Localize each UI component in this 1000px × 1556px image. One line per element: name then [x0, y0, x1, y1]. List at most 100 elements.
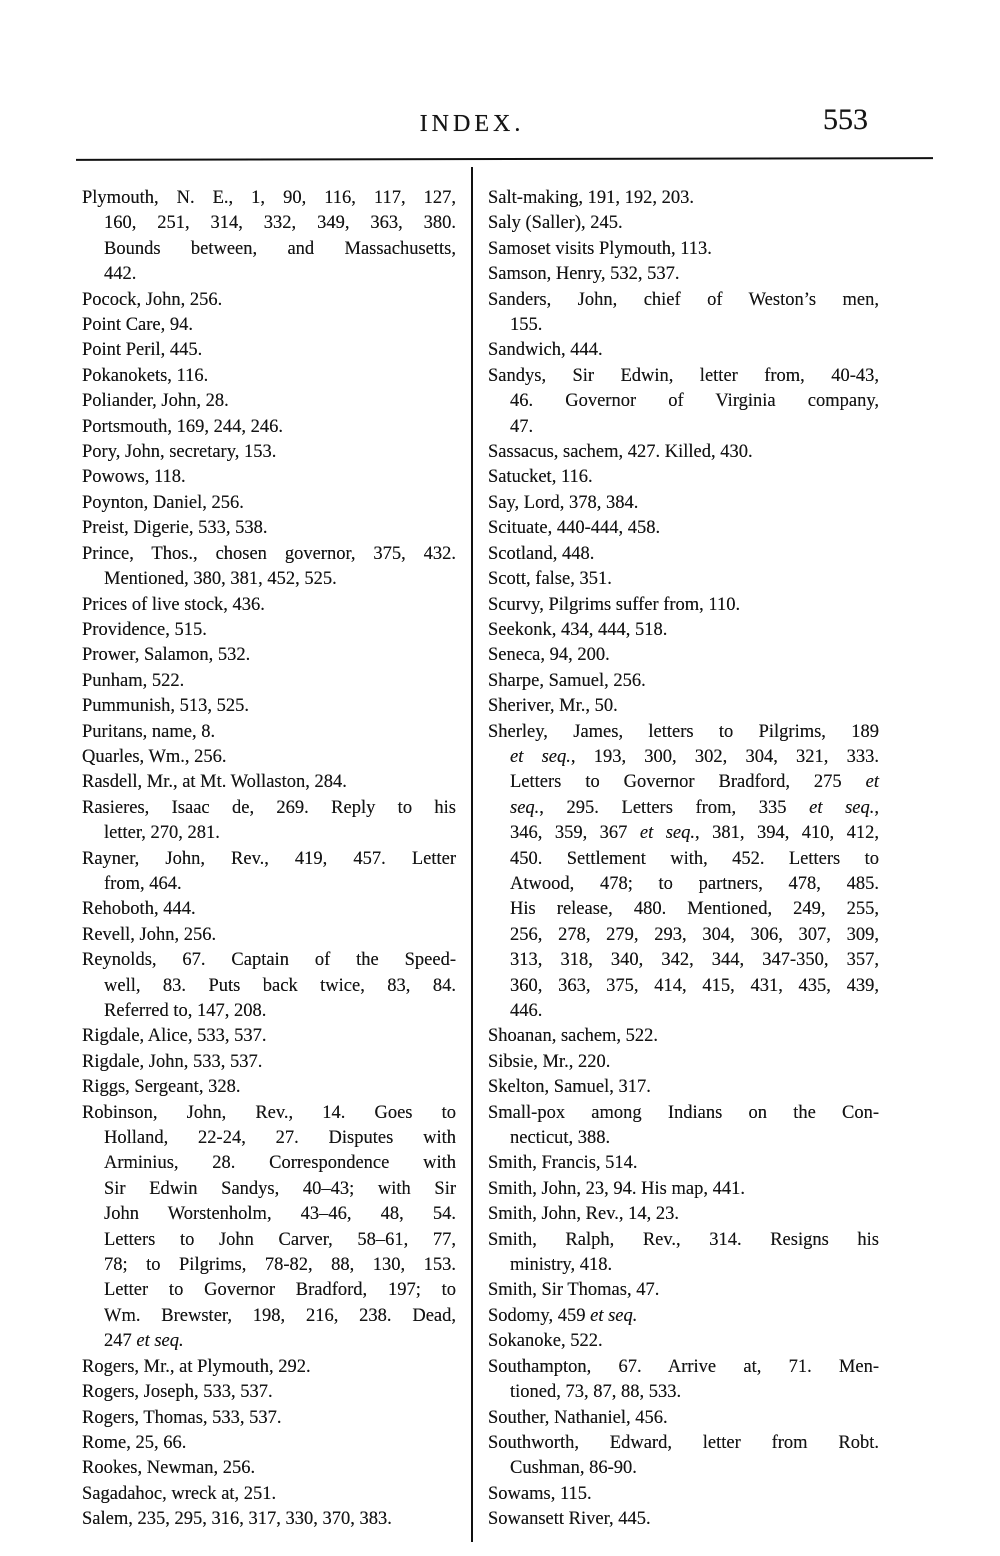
entry-line: Samoset visits Plymouth, 113.: [488, 238, 712, 259]
entry-line: Souther, Nathaniel, 456.: [488, 1407, 668, 1428]
index-entry: Revell, John, 256.: [82, 923, 456, 948]
entry-line: Preist, Digerie, 533, 538.: [82, 518, 268, 539]
index-entry: Riggs, Sergeant, 328.: [82, 1075, 456, 1100]
index-entry: Poliander, John, 28.: [82, 389, 456, 414]
index-entry: Salem, 235, 295, 316, 317, 330, 370, 383…: [82, 1507, 456, 1532]
entry-line: Scotland, 448.: [488, 543, 595, 564]
entry-line: Seneca, 94, 200.: [488, 645, 610, 666]
entry-line: Sanders, John, chief of Weston’s men,: [488, 289, 879, 310]
entry-line: Riggs, Sergeant, 328.: [82, 1077, 241, 1098]
index-entry: Pory, John, secretary, 153.: [82, 440, 456, 465]
index-entry: Smith, Sir Thomas, 47.: [488, 1278, 879, 1303]
index-entry: Sheriver, Mr., 50.: [488, 694, 879, 719]
entry-line: Arminius, 28. Correspondence with: [104, 1153, 456, 1174]
index-entry: Sanders, John, chief of Weston’s men, 155…: [488, 288, 879, 339]
index-entry: Sowansett River, 445.: [488, 1507, 879, 1532]
entry-line: well, 83. Puts back twice, 83, 84.: [104, 975, 456, 996]
entry-line: Rasdell, Mr., at Mt. Wollaston, 284.: [82, 772, 347, 793]
index-entry: Sharpe, Samuel, 256.: [488, 669, 879, 694]
entry-line: 450. Settlement with, 452. Letters to: [510, 848, 879, 869]
entry-line: Rookes, Newman, 256.: [82, 1458, 256, 1479]
entry-line: Sandwich, 444.: [488, 340, 603, 361]
entry-line: Reynolds, 67. Captain of the Speed-: [82, 950, 456, 971]
index-entry: Smith, John, Rev., 14, 23.: [488, 1202, 879, 1227]
index-entry: Smith, Ralph, Rev., 314. Resigns his mini…: [488, 1228, 879, 1279]
index-entry: Pokanokets, 116.: [82, 364, 456, 389]
entry-line: Sagadahoc, wreck at, 251.: [82, 1483, 277, 1504]
entry-line: Poliander, John, 28.: [82, 391, 229, 412]
entry-line: Prince, Thos., chosen governor, 375, 432…: [82, 543, 456, 564]
index-entry: Samoset visits Plymouth, 113.: [488, 237, 879, 262]
entry-line: 442.: [104, 264, 137, 285]
entry-line: Sowansett River, 445.: [488, 1509, 651, 1530]
index-entry: Seekonk, 434, 444, 518.: [488, 618, 879, 643]
index-entry: Puritans, name, 8.: [82, 720, 456, 745]
entry-line: 155.: [510, 315, 543, 336]
index-entry: Pocock, John, 256.: [82, 288, 456, 313]
entry-line: 256, 278, 279, 293, 304, 306, 307, 309,: [510, 924, 879, 945]
entry-line: Point Peril, 445.: [82, 340, 203, 361]
entry-line: ministry, 418.: [510, 1255, 613, 1276]
entry-line: Wm. Brewster, 198, 216, 238. Dead,: [104, 1305, 456, 1326]
index-entry: Preist, Digerie, 533, 538.: [82, 516, 456, 541]
entry-line: Letters to Governor Bradford, 275 et: [510, 772, 879, 793]
entry-line: Samson, Henry, 532, 537.: [488, 264, 680, 285]
index-entry: Point Peril, 445.: [82, 338, 456, 363]
entry-line: Holland, 22-24, 27. Disputes with: [104, 1128, 456, 1149]
entry-line: 360, 363, 375, 414, 415, 431, 435, 439,: [510, 975, 879, 996]
entry-line: Letters to John Carver, 58–61, 77,: [104, 1229, 456, 1250]
index-entry: Scituate, 440-444, 458.: [488, 516, 879, 541]
index-entry: Reynolds, 67. Captain of the Speed-well,…: [82, 948, 456, 1024]
entry-line: Scituate, 440-444, 458.: [488, 518, 661, 539]
entry-line: Pory, John, secretary, 153.: [82, 442, 277, 463]
entry-line: Smith, Francis, 514.: [488, 1153, 638, 1174]
entry-line: Satucket, 116.: [488, 467, 593, 488]
entry-line: Smith, John, 23, 94. His map, 441.: [488, 1178, 745, 1199]
index-entry: Say, Lord, 378, 384.: [488, 491, 879, 516]
entry-line: Prower, Salamon, 532.: [82, 645, 251, 666]
index-entry: Salt-making, 191, 192, 203.: [488, 186, 879, 211]
index-entry: Prince, Thos., chosen governor, 375, 432…: [82, 542, 456, 593]
entry-line: 313, 318, 340, 342, 344, 347-350, 357,: [510, 950, 879, 971]
entry-line: Scott, false, 351.: [488, 569, 612, 590]
index-entry: Rogers, Mr., at Plymouth, 292.: [82, 1355, 456, 1380]
index-entry: Smith, Francis, 514.: [488, 1151, 879, 1176]
entry-line: Salem, 235, 295, 316, 317, 330, 370, 383…: [82, 1509, 392, 1530]
index-entry: Rookes, Newman, 256.: [82, 1456, 456, 1481]
column-divider: [471, 167, 473, 1542]
entry-line: 346, 359, 367 et seq., 381, 394, 410, 41…: [510, 823, 880, 844]
entry-line: Robinson, John, Rev., 14. Goes to: [82, 1102, 456, 1123]
index-entry: Sandwich, 444.: [488, 338, 879, 363]
entry-line: Pummunish, 513, 525.: [82, 696, 250, 717]
index-entry: Smith, John, 23, 94. His map, 441.: [488, 1177, 879, 1202]
entry-line: Scurvy, Pilgrims suffer from, 110.: [488, 594, 741, 615]
entry-line: Rigdale, Alice, 533, 537.: [82, 1026, 267, 1047]
entry-line: Shoanan, sachem, 522.: [488, 1026, 659, 1047]
index-entry: Scott, false, 351.: [488, 567, 879, 592]
index-entry: Rasdell, Mr., at Mt. Wollaston, 284.: [82, 770, 456, 795]
index-entry: Rigdale, Alice, 533, 537.: [82, 1024, 456, 1049]
index-entry: Providence, 515.: [82, 618, 456, 643]
entry-line: Sherley, James, letters to Pilgrims, 189: [488, 721, 879, 742]
header-rule: [75, 157, 934, 162]
entry-line: Southworth, Edward, letter from Robt.: [488, 1432, 879, 1453]
entry-line: Salt-making, 191, 192, 203.: [488, 188, 695, 208]
entry-line: Say, Lord, 378, 384.: [488, 492, 639, 513]
index-entry: Seneca, 94, 200.: [488, 643, 879, 668]
index-entry: Sokanoke, 522.: [488, 1329, 879, 1354]
entry-line: Revell, John, 256.: [82, 924, 217, 945]
entry-line: Sassacus, sachem, 427. Killed, 430.: [488, 442, 753, 463]
entry-line: necticut, 388.: [510, 1128, 611, 1149]
index-entry: Rogers, Thomas, 533, 537.: [82, 1406, 456, 1431]
index-column-right: Salt-making, 191, 192, 203. Saly (Saller)…: [488, 186, 879, 1533]
entry-line: Rasieres, Isaac de, 269. Reply to his: [82, 797, 456, 818]
entry-line: Seekonk, 434, 444, 518.: [488, 619, 668, 640]
entry-line: 160, 251, 314, 332, 349, 363, 380.: [104, 213, 456, 234]
entry-line: Sir Edwin Sandys, 40–43; with Sir: [104, 1178, 456, 1199]
entry-line: Quarles, Wm., 256.: [82, 746, 227, 767]
entry-line: Sharpe, Samuel, 256.: [488, 670, 646, 691]
entry-line: Sheriver, Mr., 50.: [488, 696, 618, 717]
index-entry: Robinson, John, Rev., 14. Goes to Holland…: [82, 1101, 456, 1355]
index-entry: Punham, 522.: [82, 669, 456, 694]
